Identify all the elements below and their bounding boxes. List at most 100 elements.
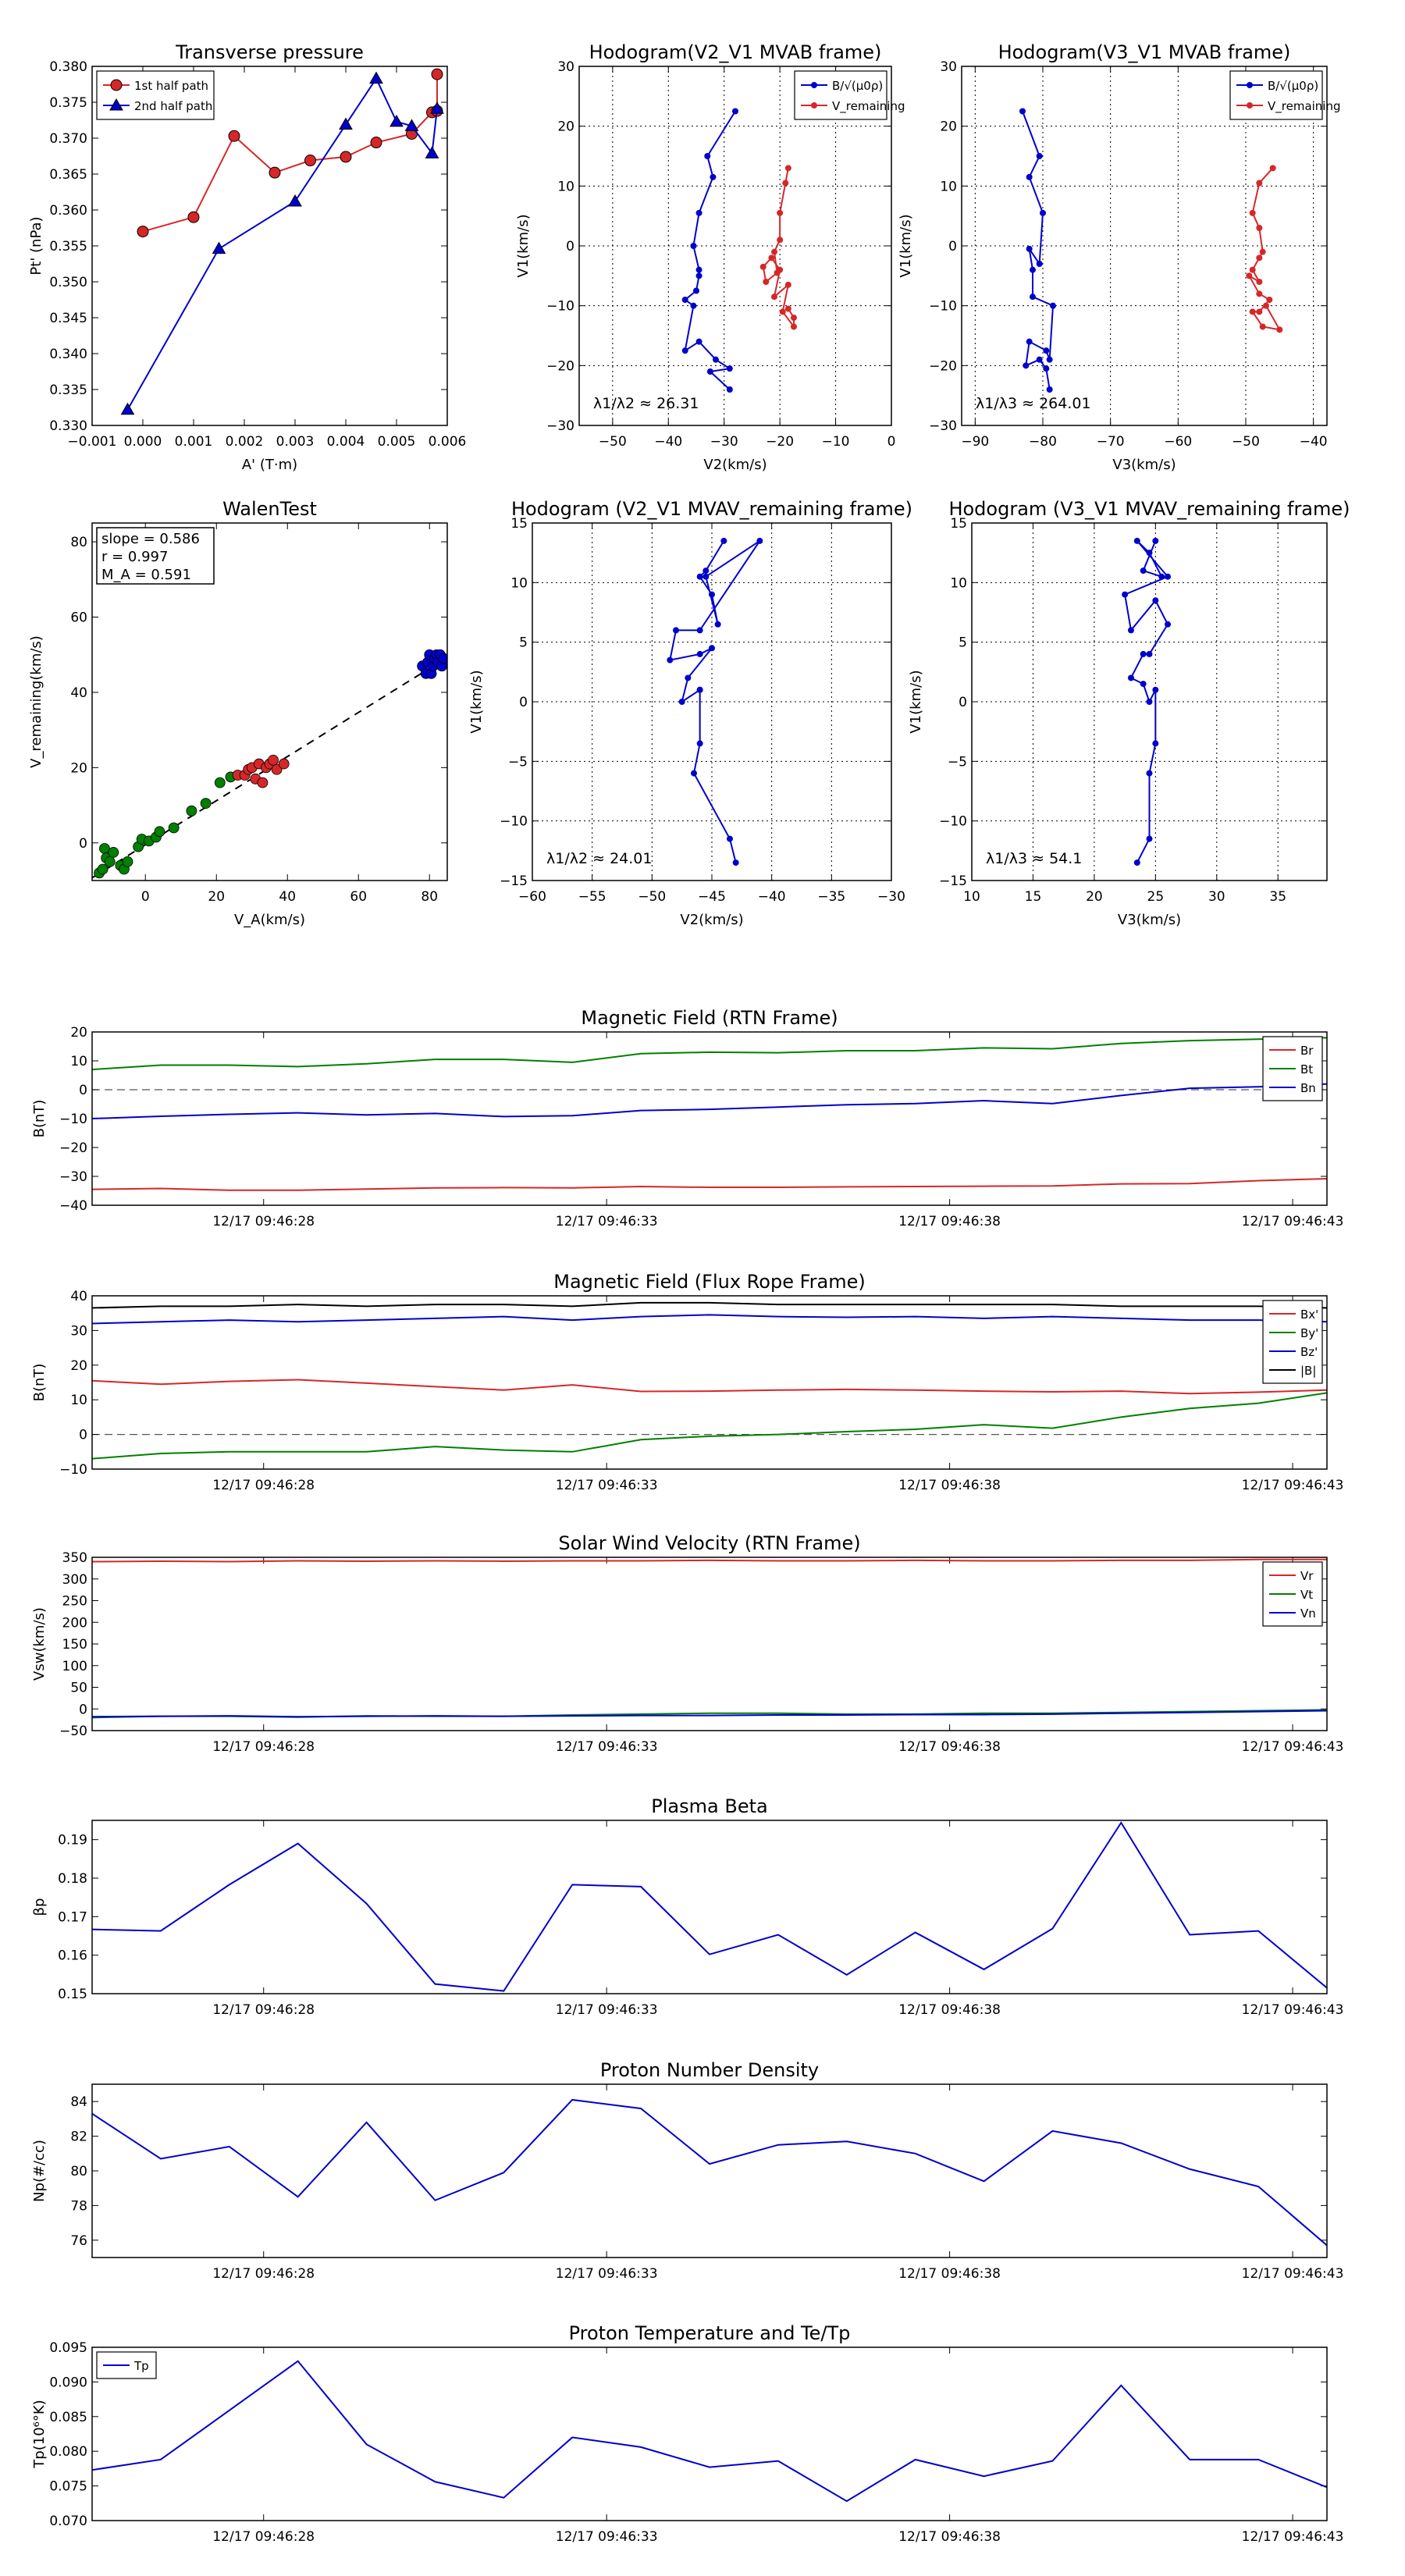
y-tick-label: 200 <box>62 1615 87 1631</box>
data-point <box>1256 180 1263 187</box>
legend-label: By' <box>1300 1326 1318 1340</box>
y-tick-label: 80 <box>70 2164 87 2179</box>
data-point <box>777 209 784 216</box>
x-tick-label: 0.006 <box>429 434 467 450</box>
x-tick-label: 12/17 09:46:38 <box>898 2529 1001 2545</box>
x-axis-label: V_A(km/s) <box>234 912 305 928</box>
eigen-ratio-label: λ1/λ3 ≈ 264.01 <box>976 395 1091 412</box>
x-tick-label: 12/17 09:46:28 <box>212 2266 315 2282</box>
data-point <box>695 209 702 216</box>
data-point <box>768 254 775 262</box>
x-tick-label: 12/17 09:46:43 <box>1242 1478 1344 1493</box>
chart-title: Hodogram(V2_V1 MVAB frame) <box>589 41 882 63</box>
legend-label: V_remaining <box>832 99 905 114</box>
data-point <box>720 537 727 544</box>
y-axis-label: B(nT) <box>31 1100 48 1138</box>
data-point <box>369 71 383 84</box>
y-axis-label: βp <box>31 1898 48 1916</box>
data-point <box>1043 347 1050 354</box>
y-tick-label: −15 <box>500 873 528 889</box>
y-axis-label: Vsw(km/s) <box>31 1607 48 1681</box>
data-point <box>268 754 279 766</box>
chart-h2: Hodogram(V3_V1 MVAB frame) −90 −80 −70 −60 −5… <box>898 41 1341 473</box>
data-point <box>1256 290 1263 297</box>
data-point <box>1026 173 1033 180</box>
y-tick-label: 20 <box>940 119 957 135</box>
legend: B/√(μ0ρ) V_remaining <box>1229 70 1341 120</box>
data-point <box>693 287 699 294</box>
y-tick-label: 0 <box>519 695 528 710</box>
chart-ts2: Magnetic Field (Flux Rope Frame) 12/17 09… <box>31 1271 1343 1493</box>
legend-label: 2nd half path <box>134 99 212 113</box>
y-tick-label: 0.085 <box>49 2410 87 2425</box>
x-axis-label: V2(km/s) <box>680 912 743 928</box>
data-point <box>104 856 116 867</box>
x-tick-label: 12/17 09:46:43 <box>1242 1214 1344 1229</box>
data-point <box>1259 248 1266 255</box>
data-point <box>1026 338 1033 345</box>
y-tick-label: −20 <box>929 358 957 374</box>
y-tick-label: 150 <box>62 1637 87 1653</box>
data-point <box>1152 537 1159 544</box>
x-tick-label: −60 <box>1164 434 1192 450</box>
data-point <box>200 798 212 809</box>
data-point <box>1266 297 1273 303</box>
data-point <box>681 347 688 354</box>
data-point <box>702 568 710 575</box>
plot-frame <box>971 522 1328 881</box>
data-point <box>777 266 784 273</box>
data-point <box>681 297 688 303</box>
y-tick-label: 0 <box>79 1083 87 1098</box>
chart-title: Magnetic Field (Flux Rope Frame) <box>553 1271 865 1293</box>
data-point <box>1140 681 1147 688</box>
legend-label: Vn <box>1300 1606 1316 1621</box>
data-point <box>1276 326 1283 333</box>
data-point <box>702 573 710 580</box>
y-tick-label: 60 <box>70 610 87 626</box>
x-tick-label: 12/17 09:46:33 <box>556 1739 658 1755</box>
legend-label: Bn <box>1300 1081 1316 1095</box>
data-point <box>389 114 404 127</box>
data-point <box>168 822 180 834</box>
plot-frame <box>961 66 1328 426</box>
y-tick-label: −10 <box>59 1112 87 1127</box>
data-point <box>710 173 717 180</box>
data-point <box>704 153 711 159</box>
data-point <box>1165 573 1172 580</box>
x-tick-label: −55 <box>578 889 606 905</box>
x-tick-label: −0.001 <box>68 434 117 450</box>
y-tick-label: 50 <box>70 1681 87 1696</box>
data-layer <box>92 2098 1327 2247</box>
data-point <box>1263 302 1269 309</box>
x-tick-label: 60 <box>350 889 367 905</box>
data-point <box>1158 573 1165 580</box>
series-line-B/√(μ0ρ) <box>684 110 736 390</box>
legend-label: |B| <box>1300 1364 1316 1378</box>
x-tick-label: 12/17 09:46:43 <box>1242 2266 1344 2282</box>
y-tick-label: 300 <box>62 1572 87 1588</box>
chart-title: WalenTest <box>222 498 317 520</box>
chart-ts6: Proton Temperature and Te/Tp 12/17 09:46:… <box>31 2322 1343 2545</box>
y-tick-label: 0 <box>566 239 574 254</box>
x-tick-label: −20 <box>766 434 794 450</box>
y-tick-label: 0.075 <box>49 2479 87 2495</box>
data-point <box>97 863 108 875</box>
chart-title: Plasma Beta <box>651 1795 767 1817</box>
y-tick-label: 0 <box>959 695 967 710</box>
x-tick-label: 80 <box>421 889 438 905</box>
y-tick-label: 30 <box>557 59 574 75</box>
series-line-V_remaining <box>762 168 795 329</box>
legend: Br Bt Bn <box>1262 1036 1323 1101</box>
y-tick-label: 0.365 <box>49 167 87 183</box>
y-tick-label: −10 <box>929 299 957 315</box>
y-tick-label: 0.18 <box>58 1871 87 1887</box>
y-tick-label: 78 <box>70 2198 87 2214</box>
x-tick-label: 12/17 09:46:38 <box>898 2266 1001 2282</box>
chart-title: Proton Number Density <box>600 2059 819 2081</box>
data-point <box>696 573 703 580</box>
eigen-ratio-label: λ1/λ2 ≈ 24.01 <box>546 850 652 867</box>
y-tick-label: 84 <box>70 2094 87 2110</box>
chart-h4: Hodogram (V3_V1 MVAV_remaining frame) 10 1… <box>908 498 1350 928</box>
x-tick-label: 0 <box>887 434 896 450</box>
